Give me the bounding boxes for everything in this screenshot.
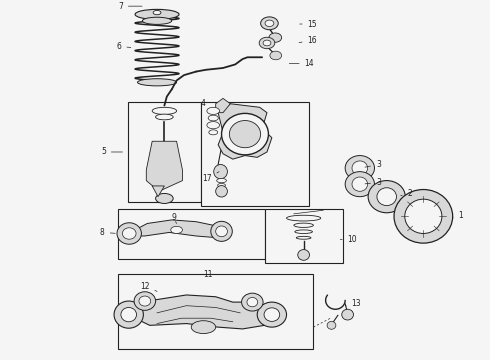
Ellipse shape	[298, 249, 310, 260]
Ellipse shape	[114, 301, 144, 328]
Ellipse shape	[156, 114, 173, 120]
Ellipse shape	[211, 221, 232, 241]
Text: 3: 3	[365, 178, 381, 187]
Text: 9: 9	[172, 213, 176, 222]
Ellipse shape	[214, 165, 227, 179]
Text: 13: 13	[345, 300, 361, 309]
Ellipse shape	[377, 188, 396, 206]
Ellipse shape	[221, 113, 269, 155]
Text: 3: 3	[365, 160, 381, 169]
Text: 14: 14	[289, 59, 314, 68]
Ellipse shape	[139, 296, 151, 306]
Ellipse shape	[327, 321, 336, 329]
Text: 1: 1	[453, 211, 464, 220]
Ellipse shape	[216, 186, 227, 197]
Ellipse shape	[394, 189, 453, 243]
Ellipse shape	[209, 130, 218, 135]
Ellipse shape	[352, 177, 368, 191]
Bar	[128, 102, 201, 202]
Polygon shape	[147, 141, 182, 191]
Ellipse shape	[345, 156, 374, 181]
Ellipse shape	[259, 37, 275, 49]
Ellipse shape	[269, 33, 282, 42]
Ellipse shape	[345, 172, 374, 197]
Ellipse shape	[247, 297, 258, 307]
Bar	[265, 209, 343, 263]
Text: 16: 16	[299, 36, 317, 45]
Ellipse shape	[263, 40, 271, 46]
Ellipse shape	[171, 226, 182, 234]
Ellipse shape	[261, 17, 278, 30]
Ellipse shape	[257, 302, 287, 327]
Ellipse shape	[368, 181, 405, 213]
Text: 2: 2	[401, 189, 413, 198]
Text: 7: 7	[118, 2, 142, 11]
Ellipse shape	[270, 51, 282, 60]
Ellipse shape	[135, 9, 179, 19]
Ellipse shape	[207, 107, 220, 114]
Ellipse shape	[294, 223, 314, 228]
Ellipse shape	[156, 193, 173, 203]
Ellipse shape	[143, 17, 172, 24]
Ellipse shape	[207, 122, 220, 129]
Text: 10: 10	[340, 235, 357, 244]
Bar	[201, 102, 309, 206]
Ellipse shape	[208, 115, 219, 121]
Polygon shape	[152, 186, 164, 197]
Text: 15: 15	[300, 19, 317, 28]
Ellipse shape	[134, 292, 156, 310]
Ellipse shape	[242, 293, 263, 311]
Text: 17: 17	[202, 172, 219, 183]
Ellipse shape	[229, 121, 261, 148]
Ellipse shape	[264, 308, 280, 321]
Ellipse shape	[265, 20, 274, 27]
Text: 12: 12	[140, 282, 157, 291]
Ellipse shape	[152, 107, 176, 114]
Ellipse shape	[153, 10, 161, 15]
Text: 5: 5	[101, 148, 122, 157]
Ellipse shape	[138, 79, 176, 86]
Ellipse shape	[342, 309, 353, 320]
Text: 4: 4	[201, 99, 206, 108]
Ellipse shape	[122, 228, 136, 239]
Polygon shape	[129, 220, 223, 238]
Text: 8: 8	[100, 228, 115, 237]
Ellipse shape	[121, 307, 137, 322]
Polygon shape	[218, 104, 272, 159]
Ellipse shape	[296, 237, 311, 239]
Ellipse shape	[295, 230, 313, 234]
Polygon shape	[128, 295, 272, 329]
Ellipse shape	[216, 226, 227, 237]
Ellipse shape	[218, 184, 225, 187]
Ellipse shape	[287, 215, 321, 221]
Ellipse shape	[191, 321, 216, 334]
Ellipse shape	[405, 199, 442, 234]
Text: 6: 6	[117, 42, 131, 51]
Ellipse shape	[352, 161, 368, 175]
Polygon shape	[216, 98, 230, 113]
Ellipse shape	[217, 179, 226, 183]
Bar	[118, 274, 314, 348]
Bar	[118, 209, 265, 259]
Ellipse shape	[117, 223, 142, 244]
Text: 11: 11	[204, 270, 213, 279]
